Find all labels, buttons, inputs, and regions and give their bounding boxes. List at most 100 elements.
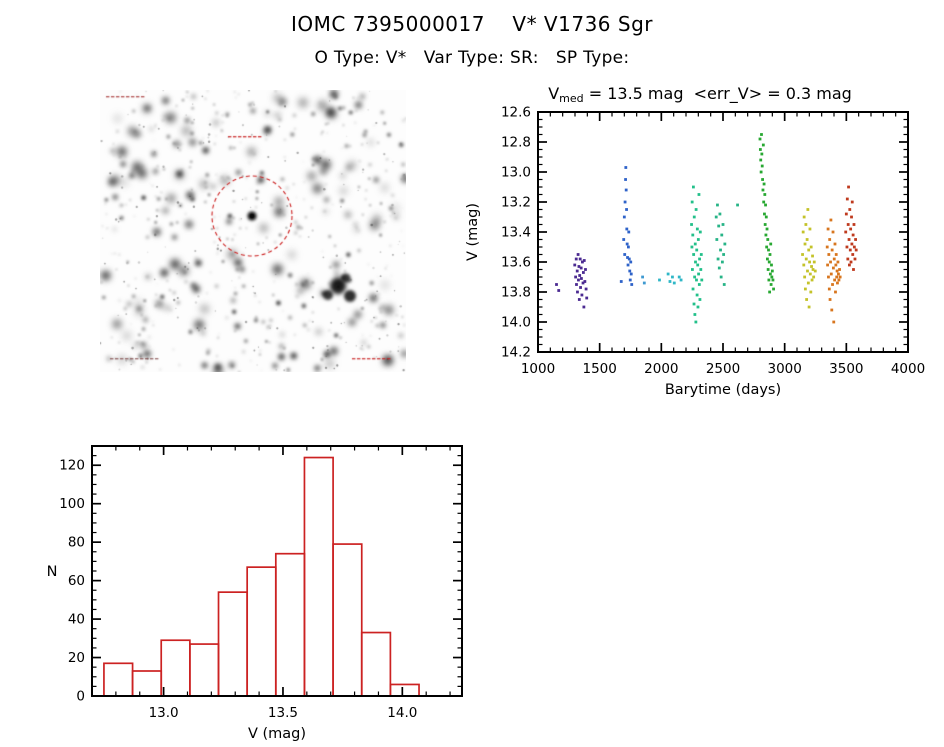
lightcurve-point <box>803 275 807 279</box>
lightcurve-point <box>760 164 764 168</box>
lightcurve-point <box>847 238 851 241</box>
lightcurve-point <box>573 263 577 267</box>
lightcurve-point <box>772 287 775 291</box>
lightcurve-point <box>807 305 811 309</box>
lightcurve-point <box>844 230 848 234</box>
histogram-bar <box>103 662 134 697</box>
page-title: IOMC 7395000017 V* V1736 Sgr <box>291 12 653 36</box>
lightcurve-point <box>805 298 809 301</box>
lightcurve-point <box>699 268 703 271</box>
lightcurve-point <box>829 218 833 222</box>
lightcurve-point <box>808 272 812 276</box>
lightcurve-point <box>833 278 837 282</box>
lightcurve-point <box>769 242 773 246</box>
lightcurve-point <box>764 215 768 219</box>
lightcurve-point <box>696 305 700 309</box>
lightcurve-point <box>834 253 838 256</box>
lightcurve-point <box>625 227 629 231</box>
lightcurve-point <box>809 245 813 249</box>
lightcurve-point <box>808 260 811 264</box>
lightcurve-point <box>577 265 581 268</box>
lightcurve-point <box>762 200 766 204</box>
lightcurve-point <box>557 289 561 292</box>
lightcurve-point <box>581 281 585 285</box>
x-axis-label: V (mag) <box>248 726 306 742</box>
lightcurve-plot: 1000 1500 2000 2500 3000 3500 4000 12.6 12.8 13.0… <box>465 105 925 399</box>
lightcurve-point <box>581 260 584 264</box>
lightcurve-point <box>844 212 848 216</box>
lightcurve-point <box>826 263 829 267</box>
lightcurve-point <box>770 275 774 279</box>
lightcurve-point <box>721 223 725 226</box>
lightcurve-point <box>765 245 769 249</box>
lightcurve-point <box>719 275 723 279</box>
lightcurve-point <box>579 266 583 270</box>
lightcurve-point <box>848 248 852 252</box>
lightcurve-point <box>694 260 697 264</box>
lightcurve-point <box>801 230 805 234</box>
lightcurve-point <box>626 256 629 259</box>
lightcurve-point <box>691 233 695 237</box>
lightcurve-point <box>801 253 804 256</box>
lightcurve-point <box>829 260 832 264</box>
lightcurve-point <box>833 242 837 246</box>
lightcurve-point <box>577 278 580 282</box>
lightcurve-point <box>679 278 683 282</box>
lightcurve-point <box>832 257 836 261</box>
lightcurve-point <box>716 203 719 207</box>
lightcurve-point <box>809 290 813 294</box>
lightcurve-point <box>692 185 695 189</box>
histogram-bar <box>131 670 163 697</box>
lightcurve-point <box>838 268 841 271</box>
lightcurve-point <box>580 277 583 280</box>
lightcurve-point <box>720 260 724 264</box>
lightcurve-point <box>847 185 850 189</box>
lightcurve-point <box>698 298 702 301</box>
finder-chart-image <box>100 90 406 372</box>
lightcurve-point <box>802 263 806 267</box>
y-axis-label: N <box>47 564 58 580</box>
lightcurve-point <box>834 290 837 294</box>
lightcurve-point <box>826 227 830 231</box>
y-tick-label: 13.2 <box>501 195 531 211</box>
lightcurve-point <box>622 238 626 241</box>
lightcurve-point <box>695 227 699 231</box>
lightcurve-point <box>761 188 765 192</box>
lightcurve-point <box>583 280 587 283</box>
lightcurve-point <box>767 260 771 264</box>
histogram-bar <box>217 591 249 697</box>
lightcurve-point <box>832 320 836 324</box>
lightcurve-point <box>845 245 849 249</box>
lightcurve-point <box>582 305 586 309</box>
lightcurve-point <box>759 158 763 162</box>
lightcurve-point <box>850 215 853 219</box>
lightcurve-title-rest: = 13.5 mag <err_V> = 0.3 mag <box>583 84 852 103</box>
histogram-bar <box>332 543 363 697</box>
lightcurve-point <box>697 193 701 196</box>
lightcurve-point <box>811 254 814 258</box>
lightcurve-point <box>852 245 856 249</box>
lightcurve-point <box>695 293 699 297</box>
lightcurve-point <box>574 257 578 261</box>
page-subtitle: O Type: V* Var Type: SR: SP Type: <box>314 48 630 68</box>
lightcurve-point <box>722 283 726 286</box>
lightcurve-point <box>695 248 699 252</box>
lightcurve-point <box>846 257 850 261</box>
lightcurve-point <box>831 230 835 234</box>
lightcurve-point <box>835 269 839 273</box>
lightcurve-point <box>694 208 698 211</box>
lightcurve-title: Vmed = 13.5 mag <err_V> = 0.3 mag <box>460 84 940 105</box>
lightcurve-point <box>764 203 767 207</box>
lightcurve-point <box>666 272 670 276</box>
lightcurve-point <box>768 253 772 256</box>
lightcurve-point <box>765 227 769 231</box>
x-tick-label: 3000 <box>767 361 801 377</box>
lightcurve-point <box>626 263 630 267</box>
lightcurve-point <box>812 275 816 279</box>
lightcurve-point <box>622 215 626 219</box>
lightcurve-point <box>582 259 586 262</box>
lightcurve-point <box>624 166 628 169</box>
lightcurve-point <box>672 281 676 285</box>
lightcurve-point <box>758 148 762 151</box>
histogram-bar <box>303 456 334 697</box>
